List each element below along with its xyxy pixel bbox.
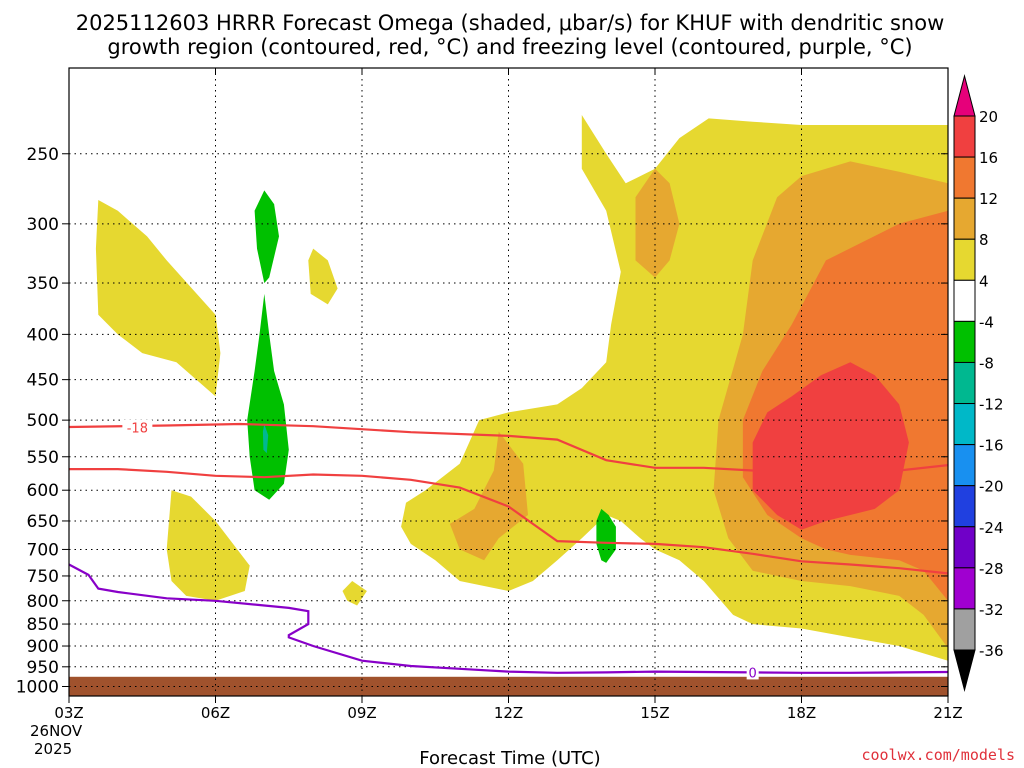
y-tick-label-1000: 1000 — [16, 678, 59, 698]
colorbar-label-12: -32 — [979, 601, 1004, 619]
y-axis: 2503003504004505005506006507007508008509… — [16, 145, 948, 698]
contour-label-bg-0 — [122, 419, 153, 436]
y-tick-label-400: 400 — [27, 325, 59, 345]
colorbar-bottom-triangle — [953, 649, 976, 692]
colorbar-segment-12 — [953, 608, 976, 651]
colorbar-label-5: -4 — [979, 313, 994, 331]
y-tick-label-600: 600 — [27, 481, 59, 501]
colorbar-segment-7 — [953, 403, 976, 446]
ground-surface — [69, 676, 948, 696]
y-tick-label-650: 650 — [27, 512, 59, 532]
contour-line-1 — [69, 468, 948, 575]
colorbar-label-2: 12 — [979, 190, 998, 208]
colorbar-segment-8 — [953, 444, 976, 487]
colorbar-label-4: 4 — [979, 272, 989, 290]
omega-region-4-1 — [247, 293, 289, 500]
colorbar-segment-5 — [953, 320, 976, 363]
credit-link[interactable]: coolwx.com/models — [861, 746, 1015, 764]
omega-region-0-3 — [342, 581, 367, 606]
x-tick-label-1: 06Z — [201, 704, 230, 722]
colorbar-label-8: -16 — [979, 437, 1004, 455]
colorbar-segment-9 — [953, 485, 976, 528]
omega-region-0-1 — [308, 248, 338, 305]
x-tick-label-6: 21Z — [933, 704, 962, 722]
colorbar-label-0: 20 — [979, 108, 998, 126]
y-tick-label-800: 800 — [27, 592, 59, 612]
y-tick-label-500: 500 — [27, 411, 59, 431]
omega-region-1-1 — [635, 168, 680, 278]
colorbar-label-1: 16 — [979, 149, 998, 167]
x-tick-label-3: 12Z — [494, 704, 523, 722]
y-tick-label-550: 550 — [27, 448, 59, 468]
omega-region-4-0 — [254, 190, 279, 284]
colorbar-segment-6 — [953, 361, 976, 405]
y-tick-label-950: 950 — [27, 658, 59, 678]
colorbar-top-triangle — [953, 74, 976, 117]
x-axis: 03Z 06Z 09Z 12Z 15Z 18Z 21Z — [54, 68, 963, 722]
colorbar-segment-1 — [953, 156, 976, 199]
y-tick-label-450: 450 — [27, 371, 59, 391]
contour-lines: -18 0 — [69, 419, 948, 681]
contour-line-0 — [69, 422, 948, 476]
omega-region-0-2 — [166, 490, 250, 601]
y-tick-label-750: 750 — [27, 567, 59, 587]
chart-title-line1: 2025112603 HRRR Forecast Omega (shaded, … — [76, 11, 945, 35]
contour-label-0: -18 — [127, 422, 148, 437]
omega-region-0-0 — [95, 200, 221, 397]
x-tick-label-0: 03Z — [54, 704, 83, 722]
y-tick-label-850: 850 — [27, 615, 59, 635]
y-tick-label-250: 250 — [27, 145, 59, 165]
date-label-line1: 26NOV — [30, 722, 83, 740]
colorbar: 20 16 12 8 4 -4 -8 -12 -16 -20 -24 -28 -32 -36 — [953, 74, 1004, 692]
date-label-line2: 2025 — [34, 740, 72, 758]
omega-region-1-0 — [449, 431, 528, 561]
colorbar-segment-11 — [953, 567, 976, 610]
colorbar-segment-0 — [953, 115, 976, 158]
colorbar-segment-4 — [953, 279, 976, 322]
x-tick-label-4: 15Z — [640, 704, 669, 722]
x-tick-label-5: 18Z — [787, 704, 816, 722]
y-tick-label-700: 700 — [27, 540, 59, 560]
chart-title-line2: growth region (contoured, red, °C) and f… — [107, 35, 912, 59]
colorbar-label-3: 8 — [979, 231, 989, 249]
colorbar-label-11: -28 — [979, 560, 1004, 578]
colorbar-label-6: -8 — [979, 354, 994, 372]
contour-line-2 — [69, 563, 948, 674]
colorbar-label-9: -20 — [979, 478, 1004, 496]
colorbar-segment-3 — [953, 238, 976, 281]
y-tick-label-900: 900 — [27, 637, 59, 657]
omega-region-4-2 — [596, 508, 616, 563]
y-tick-label-350: 350 — [27, 274, 59, 294]
colorbar-segment-10 — [953, 526, 976, 569]
contour-label-2: 0 — [749, 666, 757, 681]
y-tick-label-300: 300 — [27, 215, 59, 235]
x-axis-label: Forecast Time (UTC) — [419, 748, 600, 768]
x-tick-label-2: 09Z — [347, 704, 376, 722]
contour-label-bg-2 — [746, 665, 759, 680]
omega-region-5-0 — [262, 424, 269, 454]
colorbar-segment-2 — [953, 197, 976, 240]
colorbar-label-7: -12 — [979, 396, 1004, 414]
colorbar-label-10: -24 — [979, 519, 1004, 537]
omega-region-3-0 — [752, 362, 909, 530]
colorbar-label-13: -36 — [979, 642, 1004, 660]
